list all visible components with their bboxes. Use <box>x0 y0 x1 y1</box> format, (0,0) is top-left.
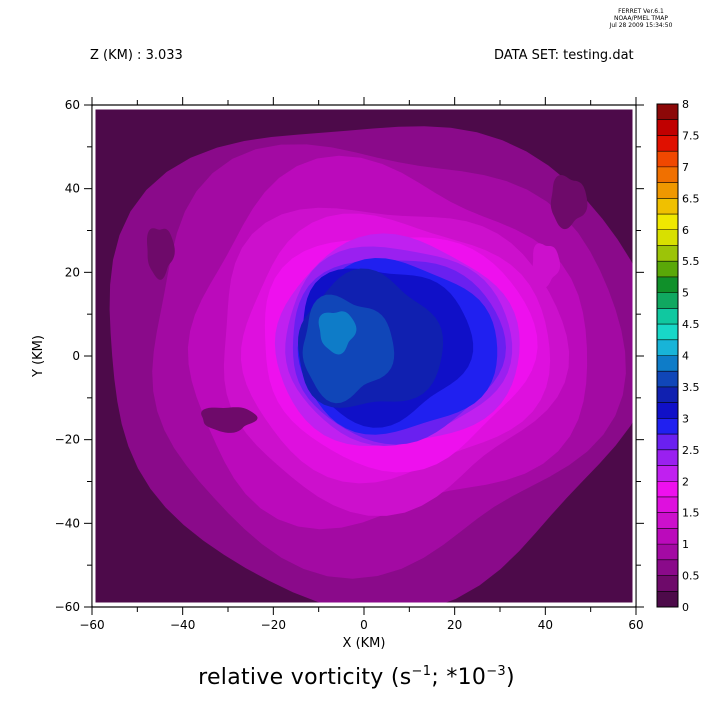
plot-inner-gap <box>92 106 636 606</box>
colorbar-swatch <box>657 292 678 309</box>
colorbar-swatch <box>657 339 678 356</box>
x-tick-label: 60 <box>628 618 643 632</box>
colorbar-swatch <box>657 119 678 136</box>
colorbar-swatch <box>657 512 678 529</box>
axes: −60 −60 −40 −40 −20 −20 0 0 20 20 40 40 60 60 X (KM) Y … <box>31 97 644 651</box>
colorbar-label: 1 <box>682 538 689 551</box>
colorbar-swatch <box>657 418 678 435</box>
colorbar-swatch <box>657 402 678 419</box>
colorbar-swatch <box>657 198 678 215</box>
title-sup-1: −1 <box>411 664 432 679</box>
patch-1 <box>147 228 175 280</box>
colorbar-swatch <box>657 481 678 498</box>
patch-4 <box>201 407 258 433</box>
colorbar-swatch <box>657 214 678 231</box>
colorbar-label: 8 <box>682 98 689 111</box>
colorbar: 0 0.5 1 1.5 2 2.5 3 3.5 4 4.5 5 5.5 6 6.5 7 7.5 8 <box>656 98 700 614</box>
ferret-stamp: FERRET Ver.6.1 NOAA/PMEL TMAP Jul 28 200… <box>586 8 696 29</box>
colorbar-swatch <box>657 166 678 183</box>
colorbar-label: 7.5 <box>682 129 700 142</box>
colorbar-label: 3 <box>682 412 689 425</box>
patch-2 <box>550 175 588 230</box>
y-tick-label: −40 <box>55 516 80 530</box>
y-tick-label: 40 <box>65 182 80 196</box>
patch-3 <box>532 243 560 288</box>
colorbar-label: 6 <box>682 224 689 237</box>
y-tick-label: 20 <box>65 265 80 279</box>
colorbar-swatch <box>657 434 678 451</box>
colorbar-swatch <box>657 528 678 545</box>
x-tick-label: 20 <box>447 618 462 632</box>
stamp-line-2: NOAA/PMEL TMAP <box>614 15 668 22</box>
colorbar-label: 1.5 <box>682 507 700 520</box>
colorbar-swatch <box>657 151 678 168</box>
colorbar-swatch <box>657 449 678 466</box>
colorbar-swatch <box>657 386 678 403</box>
colorbar-swatch <box>657 104 678 121</box>
colorbar-swatch <box>657 276 678 293</box>
x-tick-label: −20 <box>261 618 286 632</box>
colorbar-label: 6.5 <box>682 192 700 205</box>
colorbar-label: 5 <box>682 287 689 300</box>
title-mid: ; *10 <box>431 665 487 690</box>
y-tick-label: −20 <box>55 433 80 447</box>
y-axis-label: Y (KM) <box>31 335 46 378</box>
colorbar-swatch <box>657 261 678 278</box>
colorbar-swatch <box>657 559 678 576</box>
core-3.75 <box>318 311 357 355</box>
colorbar-swatch <box>657 355 678 372</box>
colorbar-label: 7 <box>682 161 689 174</box>
x-tick-label: −40 <box>170 618 195 632</box>
colorbar-label: 2 <box>682 475 689 488</box>
colorbar-swatch <box>657 324 678 341</box>
x-axis-label: X (KM) <box>343 636 386 651</box>
colorbar-label: 3.5 <box>682 381 700 394</box>
y-tick-label: −60 <box>55 600 80 614</box>
colorbar-swatch <box>657 229 678 246</box>
z-level-label: Z (KM) : 3.033 <box>90 48 183 63</box>
y-tick-label: 0 <box>72 349 80 363</box>
colorbar-swatch <box>657 308 678 325</box>
colorbar-label: 4.5 <box>682 318 700 331</box>
dataset-label: DATA SET: testing.dat <box>494 48 634 63</box>
colorbar-swatch <box>657 182 678 199</box>
contour-field <box>94 108 634 604</box>
y-tick-label: 60 <box>65 98 80 112</box>
colorbar-label: 4 <box>682 350 689 363</box>
stamp-line-1: FERRET Ver.6.1 <box>618 8 664 15</box>
x-tick-label: 0 <box>360 618 368 632</box>
x-tick-label: −60 <box>79 618 104 632</box>
colorbar-label: 2.5 <box>682 444 700 457</box>
colorbar-swatch <box>657 496 678 513</box>
x-tick-label: 40 <box>538 618 553 632</box>
colorbar-label: 0 <box>682 601 689 614</box>
title-end: ) <box>505 665 515 690</box>
colorbar-swatch <box>657 465 678 482</box>
colorbar-swatch <box>657 371 678 388</box>
colorbar-swatch <box>657 575 678 592</box>
colorbar-swatch <box>657 135 678 152</box>
colorbar-swatch <box>657 544 678 561</box>
title-sup-2: −3 <box>486 664 506 679</box>
colorbar-swatch <box>657 245 678 262</box>
colorbar-label: 0.5 <box>682 570 700 583</box>
stamp-line-3: Jul 28 2009 15:34:50 <box>609 22 673 29</box>
title-main: relative vorticity (s <box>198 665 412 690</box>
colorbar-label: 5.5 <box>682 255 700 268</box>
colorbar-swatch <box>657 591 678 608</box>
chart-title: relative vorticity (s−1; *10−3) <box>0 664 713 690</box>
